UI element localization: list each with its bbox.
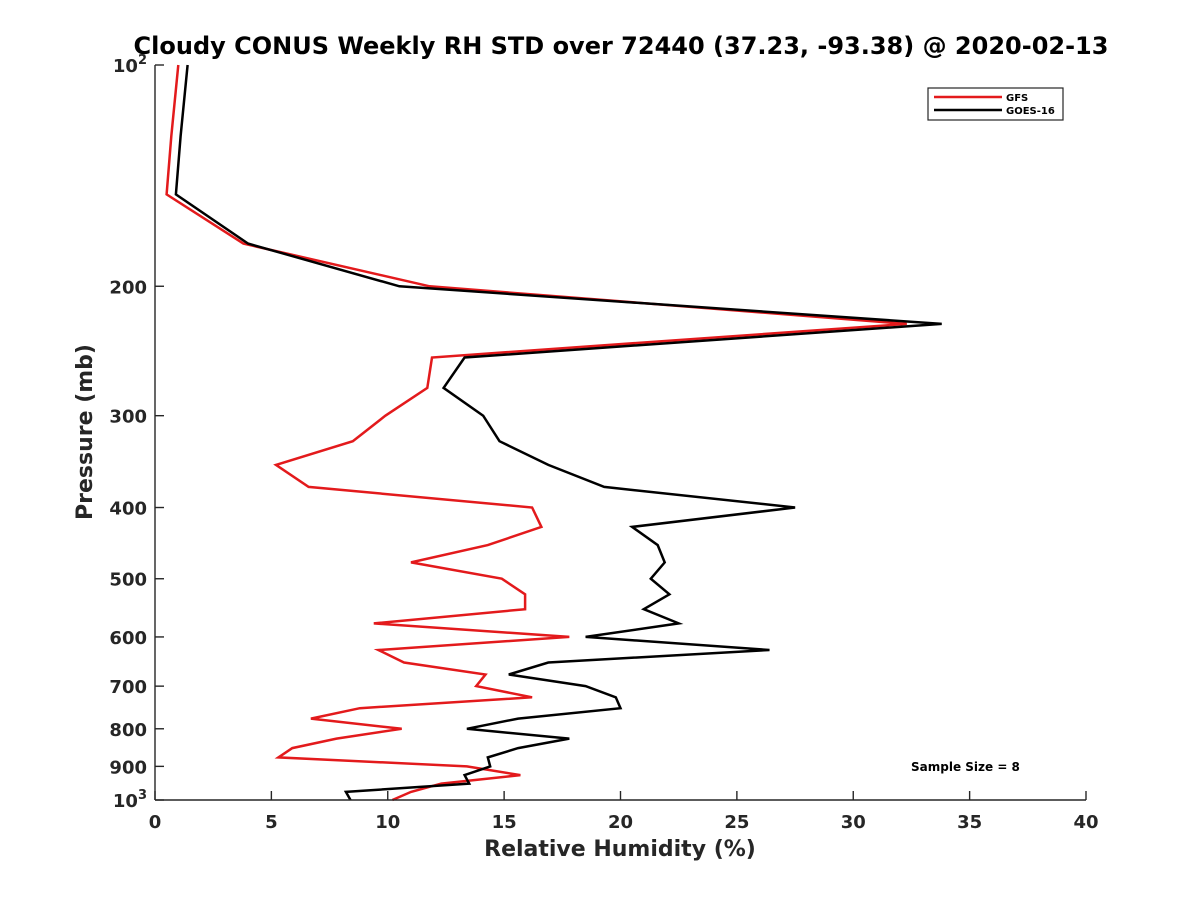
legend: GFS GOES-16 [927, 87, 1064, 121]
y-tick-label: 400 [109, 499, 147, 520]
y-axis-label: Pressure (mb) [73, 344, 98, 520]
series-layer [165, 64, 942, 802]
plot-area: 0 5 10 15 20 25 30 35 40 102 200 300 400 500 600 700 80… [109, 53, 1098, 833]
y-tick-label: 700 [109, 677, 147, 698]
chart-title: Cloudy CONUS Weekly RH STD over 72440 (3… [134, 32, 1109, 60]
x-tick-label: 30 [841, 812, 866, 833]
x-axis-label: Relative Humidity (%) [484, 837, 756, 862]
x-tick-label: 15 [492, 812, 517, 833]
x-tick-label: 20 [608, 812, 633, 833]
y-tick-label: 300 [109, 407, 147, 428]
y-tick-label: 103 [113, 788, 147, 812]
legend-label-gfs: GFS [1006, 93, 1028, 104]
y-tick-label: 600 [109, 628, 147, 649]
legend-box [927, 87, 1064, 121]
x-tick-label: 10 [375, 812, 400, 833]
y-tick-label: 200 [109, 277, 147, 298]
y-tick-label: 102 [113, 53, 147, 77]
series-line-gfs [165, 64, 907, 802]
x-tick-label: 35 [957, 812, 982, 833]
y-tick-label: 900 [109, 757, 147, 778]
x-tick-label: 5 [265, 812, 278, 833]
series-line-goes16 [174, 64, 942, 801]
y-tick-label: 800 [109, 720, 147, 741]
x-tick-label: 40 [1073, 812, 1098, 833]
y-ticks: 102 200 300 400 500 600 700 800 900 103 [109, 53, 164, 812]
y-tick-label: 500 [109, 570, 147, 591]
x-tick-label: 25 [724, 812, 749, 833]
x-tick-label: 0 [149, 812, 162, 833]
sample-size-annotation: Sample Size = 8 [911, 760, 1020, 774]
x-ticks: 0 5 10 15 20 25 30 35 40 [149, 791, 1099, 833]
legend-label-goes16: GOES-16 [1006, 106, 1055, 117]
